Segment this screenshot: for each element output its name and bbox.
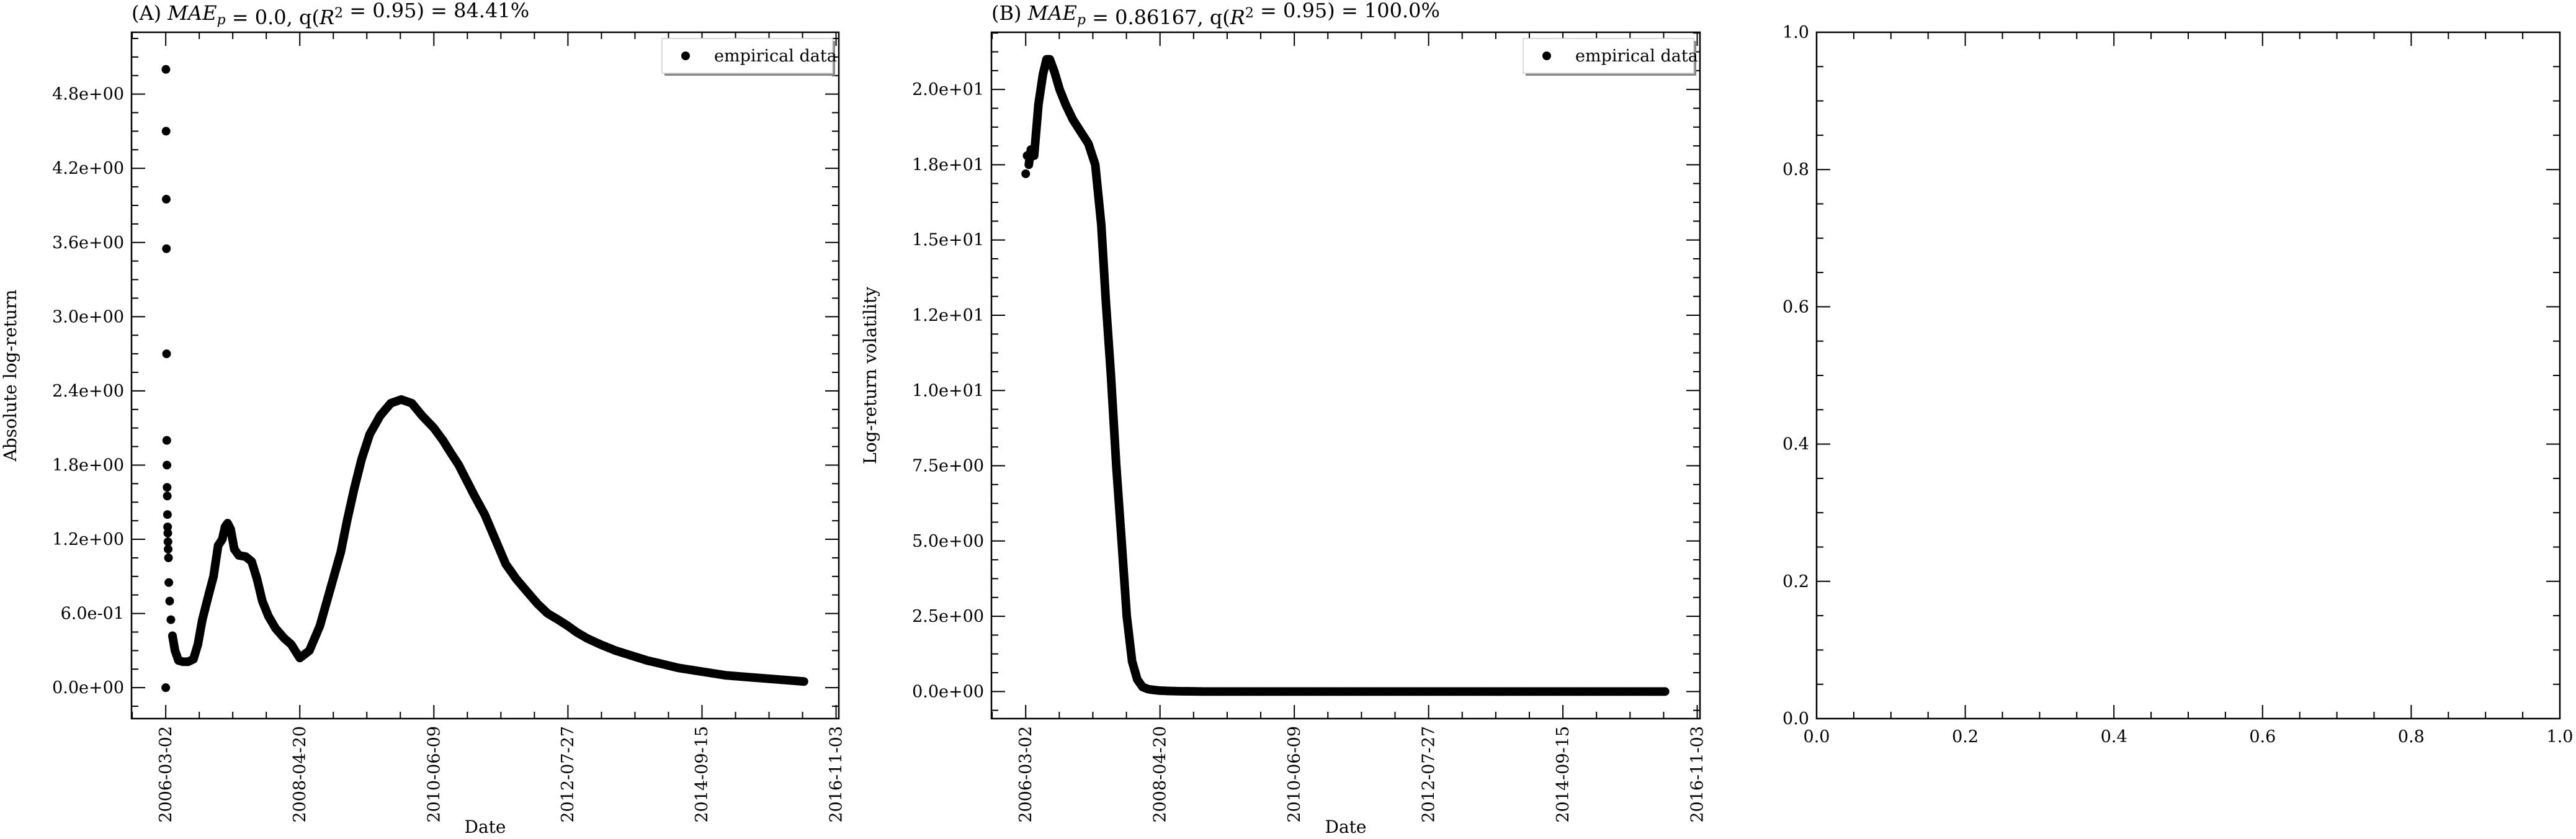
x-tick-label: 0.2 — [1952, 727, 1979, 747]
y-tick-label: 1.5e+01 — [912, 231, 984, 250]
x-tick-label: 2016-11-03 — [826, 726, 846, 823]
x-tick-label: 0.6 — [2249, 727, 2276, 747]
y-tick-label: 0.8 — [1782, 160, 1809, 179]
plot-frame — [990, 31, 1701, 720]
data-point — [161, 127, 171, 136]
data-point — [163, 537, 172, 547]
data-point — [165, 596, 174, 606]
x-tick-label: 0.0 — [1804, 727, 1830, 747]
y-tick-label: 0.4 — [1782, 435, 1809, 454]
data-point — [163, 483, 172, 492]
y-tick-label: 4.2e+00 — [52, 159, 124, 178]
legend-marker — [681, 52, 690, 60]
x-tick-label: 2014-09-15 — [692, 726, 712, 823]
x-axis-label: Date — [1325, 817, 1367, 837]
data-point — [164, 578, 174, 587]
legend-entry: empirical data — [714, 47, 837, 66]
y-tick-label: 5.0e+00 — [912, 532, 984, 551]
plot-frame — [130, 31, 840, 720]
data-point — [162, 349, 171, 359]
y-tick-label: 1.2e+00 — [52, 530, 124, 549]
x-tick-label: 2010-06-09 — [1285, 726, 1304, 823]
y-tick-label: 7.5e+00 — [912, 457, 984, 476]
panel-c: 0.0 0.2 0.4 0.6 0.8 1.0 0.0 0.2 0.4 0.6 0.8 1.0 — [1782, 23, 2573, 747]
x-tick-label: 2008-04-20 — [1151, 726, 1170, 823]
data-point — [161, 195, 171, 204]
panel-title: (B) MAEp = 0.86167, q(R2 = 0.95) = 100.0… — [991, 0, 1440, 29]
y-tick-label: 6.0e-01 — [61, 604, 124, 624]
series-empirical-data — [161, 65, 808, 693]
data-point — [163, 529, 172, 538]
data-point — [163, 510, 172, 519]
data-point — [1660, 687, 1670, 696]
x-tick-label: 2008-04-20 — [290, 726, 310, 823]
y-tick-label: 1.8e+00 — [52, 455, 124, 475]
data-point — [1021, 169, 1031, 178]
y-tick-label: 2.0e+01 — [912, 80, 984, 99]
legend-entry: empirical data — [1575, 47, 1698, 66]
y-tick-label: 0.0e+00 — [52, 678, 124, 698]
y-tick-label: 1.0 — [1782, 23, 1809, 42]
data-point — [164, 553, 173, 562]
legend-box — [661, 38, 833, 74]
panel-b: 0.0e+00 2.5e+00 5.0e+00 7.5e+00 1.0e+01 1.2e+… — [860, 0, 1707, 837]
y-tick-label: 3.6e+00 — [52, 233, 124, 253]
panel-title: (A) MAEp = 0.0, q(R2 = 0.95) = 84.41% — [132, 0, 529, 29]
y-tick-label: 1.8e+01 — [912, 155, 984, 174]
data-point — [163, 460, 172, 470]
y-axis-label: Log-return volatility — [860, 287, 880, 464]
data-point — [162, 436, 171, 445]
y-tick-label: 0.2 — [1782, 572, 1809, 591]
data-point — [799, 677, 808, 686]
y-tick-label: 2.5e+00 — [912, 607, 984, 626]
y-tick-label: 2.4e+00 — [52, 382, 124, 401]
plot-frame — [1815, 31, 2561, 720]
y-tick-label: 0.0 — [1782, 709, 1809, 729]
legend-box — [1523, 38, 1694, 74]
x-tick-label: 2016-11-03 — [1688, 726, 1707, 823]
x-tick-label: 0.4 — [2101, 727, 2127, 747]
data-point — [163, 491, 172, 501]
data-point — [162, 244, 171, 253]
y-tick-label: 1.0e+01 — [912, 381, 984, 400]
x-tick-label: 2006-03-02 — [156, 726, 176, 823]
x-tick-label: 1.0 — [2547, 727, 2574, 747]
x-tick-label: 2010-06-09 — [424, 726, 444, 823]
legend: empirical data — [1523, 38, 1698, 76]
data-point — [164, 544, 173, 554]
x-tick-label: 0.8 — [2398, 727, 2425, 747]
series-empirical-data — [1021, 55, 1670, 696]
x-tick-label: 2014-09-15 — [1554, 726, 1573, 823]
y-tick-label: 3.0e+00 — [52, 307, 124, 326]
x-tick-label: 2006-03-02 — [1016, 726, 1035, 823]
legend-marker — [1542, 52, 1551, 60]
x-axis-label: Date — [465, 817, 506, 837]
y-axis-label: Absolute log-return — [0, 290, 20, 462]
data-point — [166, 615, 176, 624]
panel-a: 0.0e+00 6.0e-01 1.2e+00 1.8e+00 2.4e+00 3.0e+… — [0, 0, 846, 837]
x-tick-label: 2012-07-27 — [1419, 726, 1438, 823]
data-point — [161, 683, 171, 693]
y-tick-label: 1.2e+01 — [912, 306, 984, 325]
data-point — [161, 65, 171, 74]
y-tick-label: 0.0e+00 — [912, 682, 984, 701]
data-point — [163, 523, 172, 532]
y-tick-label: 0.6 — [1782, 297, 1809, 316]
legend: empirical data — [661, 38, 837, 76]
y-tick-label: 4.8e+00 — [52, 85, 124, 104]
x-tick-label: 2012-07-27 — [558, 726, 578, 823]
